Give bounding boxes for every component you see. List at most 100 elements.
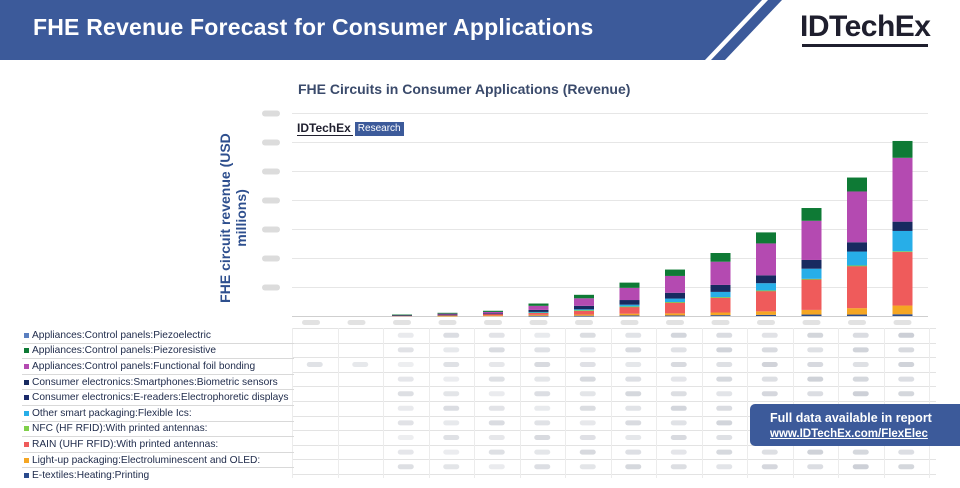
x-tick-label-blurred <box>666 320 684 325</box>
data-table-grid <box>292 328 936 478</box>
bar-segment-7-2 <box>574 314 594 316</box>
bar-segment-14-7 <box>892 221 913 231</box>
idtechex-research-badge: IDTechEx Research <box>297 121 404 136</box>
table-cell-blurred <box>625 420 642 426</box>
table-cell-blurred <box>716 347 733 353</box>
table-cell-blurred <box>579 391 596 397</box>
x-tick-label-blurred <box>711 320 730 325</box>
table-cell-blurred <box>761 391 778 397</box>
bar-segment-4-2 <box>437 315 458 317</box>
bar-segment-14-8 <box>892 157 913 222</box>
bar-segment-7-8 <box>574 298 594 306</box>
bar-segment-14-9 <box>892 140 913 158</box>
bar-segment-7-7 <box>574 305 594 310</box>
table-cell-blurred <box>761 347 778 353</box>
y-tick-label-blurred <box>262 284 280 291</box>
bar-segment-4-8 <box>437 313 458 315</box>
bar-segment-7-4 <box>574 310 594 311</box>
table-cell-blurred <box>488 362 505 367</box>
bar-segment-9-3 <box>665 302 685 314</box>
bar-segment-9-4 <box>665 302 685 303</box>
x-tick-label-blurred <box>893 320 912 325</box>
bar-segment-10-8 <box>710 261 731 285</box>
table-cell-blurred <box>534 332 551 338</box>
legend-item: RAIN (UHF RFID):With printed antennas: <box>22 436 294 452</box>
x-tick-label-blurred <box>302 320 320 325</box>
table-cell-blurred <box>443 435 460 440</box>
x-tick-label-blurred <box>620 320 639 325</box>
bar-segment-6-7 <box>528 309 549 312</box>
legend-swatch <box>24 410 29 416</box>
table-cell-blurred <box>898 376 915 382</box>
table-cell-blurred <box>488 347 505 353</box>
bar-segment-12-8 <box>801 220 822 260</box>
x-tick-label-blurred <box>484 320 502 325</box>
y-tick-label-blurred <box>262 139 280 146</box>
report-link[interactable]: www.IDTechEx.com/FlexElec <box>770 428 928 440</box>
table-cell-blurred <box>397 449 414 455</box>
bar-segment-12-4 <box>801 278 822 280</box>
bar-segment-10-9 <box>710 253 731 262</box>
table-cell-blurred <box>579 449 596 455</box>
bar-segment-5-3 <box>483 313 503 316</box>
table-cell-blurred <box>625 405 642 411</box>
bar-segment-11-9 <box>756 232 776 244</box>
table-cell-blurred <box>670 464 687 470</box>
table-cell-blurred <box>807 362 824 367</box>
bar-segment-14-5 <box>892 230 913 252</box>
legend-label: Other smart packaging:Flexible Ics: <box>32 407 192 419</box>
bar-segment-6-1 <box>528 315 549 317</box>
table-cell-blurred <box>761 464 778 470</box>
chart-legend: Appliances:Control panels:Piezoelectric A… <box>22 328 294 483</box>
y-tick-label-blurred <box>262 226 280 233</box>
table-cell-blurred <box>397 405 414 411</box>
legend-swatch <box>24 348 29 354</box>
bar-segment-5-7 <box>483 313 503 315</box>
bar-segment-13-9 <box>847 177 867 192</box>
bar-segment-5-9 <box>483 310 503 312</box>
table-cell-blurred <box>579 420 596 426</box>
table-cell-blurred <box>807 347 824 353</box>
table-cell-blurred <box>716 464 733 470</box>
table-cell-blurred <box>852 332 869 338</box>
table-cell-blurred <box>761 362 778 367</box>
bar-segment-5-8 <box>483 311 503 314</box>
table-cell-blurred <box>716 332 733 338</box>
table-cell-blurred <box>852 362 869 367</box>
bar-segment-11-2 <box>756 311 776 315</box>
table-cell-blurred <box>352 362 369 367</box>
table-cell-blurred <box>670 332 687 338</box>
table-cell-blurred <box>670 449 687 455</box>
legend-label: E-textiles:Heating:Printing <box>32 470 150 482</box>
bar-segment-8-2 <box>619 313 640 316</box>
table-cell-blurred <box>898 362 915 367</box>
x-tick-label-blurred <box>757 320 775 325</box>
table-cell-blurred <box>397 376 414 382</box>
legend-item: Other smart packaging:Flexible Ics: <box>22 404 294 421</box>
bar-segment-7-3 <box>574 310 594 315</box>
table-cell-blurred <box>397 332 414 338</box>
full-data-callout[interactable]: Full data available in report www.IDTech… <box>750 404 960 446</box>
table-cell-blurred <box>488 332 505 338</box>
table-cell-blurred <box>443 420 460 426</box>
table-cell-blurred <box>579 332 596 338</box>
table-cell-blurred <box>670 376 687 382</box>
table-cell-blurred <box>898 347 915 353</box>
table-cell-blurred <box>625 391 642 397</box>
badge-name: IDTechEx <box>297 120 353 136</box>
table-cell-blurred <box>625 449 642 455</box>
bar-segment-12-2 <box>801 309 822 315</box>
x-tick-label-blurred <box>575 320 593 325</box>
bar-segment-9-2 <box>665 313 685 316</box>
legend-swatch <box>24 379 29 385</box>
table-cell-blurred <box>625 464 642 470</box>
legend-item: Appliances:Control panels:Functional foi… <box>22 358 294 374</box>
table-cell-blurred <box>397 420 414 426</box>
legend-swatch <box>24 426 29 432</box>
bar-segment-13-1 <box>847 314 867 316</box>
bar-segment-7-5 <box>574 309 594 311</box>
table-cell-blurred <box>534 376 551 382</box>
table-cell-blurred <box>852 391 869 397</box>
bar-segment-11-1 <box>756 314 776 316</box>
legend-swatch <box>24 363 29 369</box>
